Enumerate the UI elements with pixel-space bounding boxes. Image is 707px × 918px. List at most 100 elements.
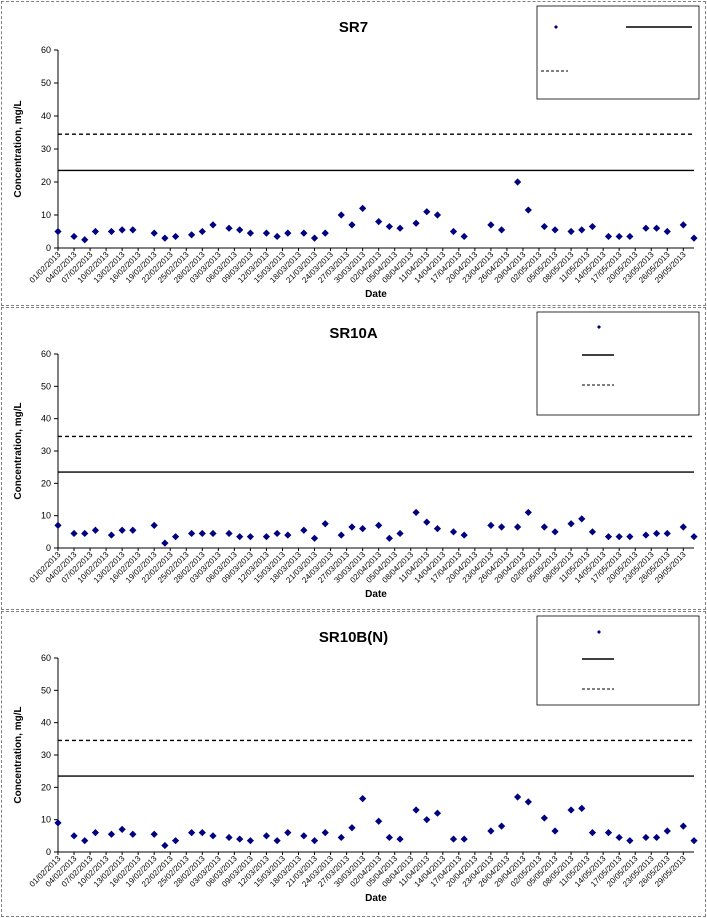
data-point — [433, 211, 442, 219]
data-point — [262, 533, 271, 541]
data-point — [423, 518, 431, 526]
data-point — [615, 232, 623, 241]
data-point — [236, 835, 244, 843]
data-point — [284, 829, 292, 837]
data-point — [626, 837, 634, 845]
legend-box — [536, 5, 700, 100]
y-tick-label: 60 — [41, 653, 51, 663]
data-point — [273, 837, 281, 845]
data-point — [626, 533, 634, 541]
data-point — [679, 221, 687, 229]
data-point — [81, 236, 89, 244]
chart-panel-sr7: SR7 0 10 20 30 40 50 60 Concentration, mg/L 01/02… — [1, 1, 706, 306]
y-tick-label: 10 — [41, 815, 51, 825]
data-point — [375, 817, 383, 825]
data-point — [449, 528, 458, 536]
chart-svg: SR10B(N) 0 10 20 30 40 50 60 Concentration, mg/L… — [13, 615, 700, 904]
data-point — [188, 529, 196, 538]
data-point — [246, 837, 255, 845]
data-point — [118, 526, 126, 534]
data-point — [487, 521, 495, 529]
data-point — [129, 226, 137, 234]
data-point — [359, 795, 367, 803]
data-point — [225, 833, 233, 842]
data-point — [118, 825, 126, 833]
data-point — [225, 224, 233, 232]
legend-marker — [597, 630, 601, 634]
y-tick-label: 60 — [41, 349, 51, 359]
data-point — [663, 827, 671, 835]
data-point — [514, 178, 522, 186]
y-axis-label: Concentration, mg/L — [13, 402, 24, 499]
data-point — [615, 533, 623, 541]
data-point — [642, 224, 650, 232]
data-point — [551, 827, 559, 835]
data-point — [188, 829, 196, 837]
data-point — [236, 226, 244, 234]
data-point — [578, 515, 586, 523]
data-point — [652, 529, 661, 538]
data-point — [91, 227, 100, 236]
y-tick-label: 50 — [41, 685, 51, 695]
data-point — [375, 521, 383, 529]
x-axis-label: Date — [365, 893, 387, 904]
data-point — [171, 533, 180, 541]
data-point — [652, 224, 661, 232]
data-point — [497, 822, 506, 830]
data-point — [615, 833, 623, 842]
data-point — [540, 222, 548, 231]
legend-box — [536, 311, 700, 416]
data-point — [262, 229, 271, 237]
y-tick-label: 20 — [41, 782, 51, 792]
data-point — [567, 520, 575, 528]
data-point — [385, 534, 393, 542]
data-point — [107, 531, 116, 539]
data-point — [567, 806, 575, 814]
y-tick-label: 20 — [41, 478, 51, 488]
data-point — [310, 234, 319, 242]
data-point — [118, 226, 126, 234]
y-tick-label: 50 — [41, 78, 51, 88]
data-point — [690, 837, 698, 845]
data-point — [551, 226, 559, 234]
data-point — [412, 508, 420, 517]
y-tick-label: 0 — [46, 543, 51, 553]
data-point — [150, 830, 158, 838]
data-point — [209, 221, 217, 229]
data-point — [690, 234, 698, 242]
y-tick-label: 30 — [41, 446, 51, 456]
data-point — [460, 531, 468, 539]
data-point — [487, 827, 495, 835]
data-point — [70, 232, 78, 241]
data-point — [604, 232, 613, 241]
data-point — [652, 833, 661, 842]
data-point — [385, 222, 393, 231]
data-point — [321, 229, 329, 237]
data-point — [433, 809, 442, 817]
data-point — [567, 227, 575, 236]
data-point — [348, 824, 356, 832]
legend-marker — [597, 325, 601, 329]
data-point — [209, 529, 217, 538]
data-point — [337, 531, 345, 539]
data-point — [396, 224, 404, 232]
data-point — [348, 523, 356, 531]
data-point — [337, 833, 345, 842]
data-point — [54, 227, 62, 236]
data-point — [70, 832, 78, 840]
data-point — [396, 835, 404, 843]
y-tick-label: 50 — [41, 381, 51, 391]
chart-title: SR7 — [339, 19, 368, 36]
data-point — [321, 520, 329, 528]
data-point — [551, 528, 559, 536]
y-axis-label: Concentration, mg/L — [13, 706, 24, 803]
data-point — [423, 816, 431, 824]
data-point — [273, 529, 281, 538]
data-point — [497, 523, 506, 531]
data-point — [604, 829, 613, 837]
y-tick-label: 40 — [41, 718, 51, 728]
y-tick-label: 40 — [41, 414, 51, 424]
data-point — [396, 529, 404, 538]
data-point — [604, 533, 613, 541]
